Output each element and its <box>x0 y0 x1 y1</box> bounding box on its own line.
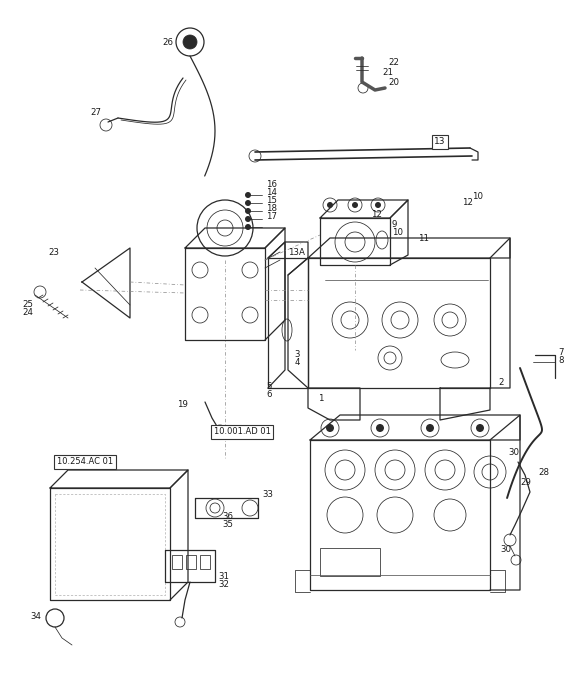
Bar <box>186 555 196 569</box>
Circle shape <box>245 192 251 198</box>
Text: 36: 36 <box>222 512 233 521</box>
Text: 5: 5 <box>267 382 272 391</box>
Text: 32: 32 <box>218 580 229 589</box>
Text: 25: 25 <box>22 300 33 309</box>
Circle shape <box>245 208 251 214</box>
Text: 13A: 13A <box>288 248 305 257</box>
Circle shape <box>476 424 484 432</box>
Text: 22: 22 <box>388 58 399 67</box>
Text: 13: 13 <box>434 137 446 146</box>
Bar <box>200 555 210 569</box>
Circle shape <box>245 224 251 230</box>
Text: 10: 10 <box>392 228 403 237</box>
Circle shape <box>245 216 251 222</box>
Text: 15: 15 <box>266 196 277 205</box>
Text: 10: 10 <box>472 192 483 201</box>
Text: 12: 12 <box>371 210 382 219</box>
Text: 14: 14 <box>266 188 277 197</box>
Text: 2: 2 <box>498 378 504 387</box>
Text: 29: 29 <box>520 478 531 487</box>
Text: 6: 6 <box>267 390 272 399</box>
Text: 35: 35 <box>222 520 233 529</box>
Text: 17: 17 <box>266 212 277 221</box>
Text: 18: 18 <box>266 204 277 213</box>
Text: 28: 28 <box>538 468 549 477</box>
Text: 10.254.AC 01: 10.254.AC 01 <box>57 458 113 466</box>
Text: 27: 27 <box>90 108 101 117</box>
Circle shape <box>245 200 251 206</box>
Bar <box>172 555 182 569</box>
Circle shape <box>327 202 333 208</box>
Text: 23: 23 <box>48 248 59 257</box>
Text: 26: 26 <box>162 38 173 47</box>
Text: 20: 20 <box>388 78 399 87</box>
Text: 1: 1 <box>318 394 324 403</box>
Text: 10.001.AD 01: 10.001.AD 01 <box>213 428 271 437</box>
Text: 8: 8 <box>558 356 564 365</box>
Text: 30: 30 <box>508 448 519 457</box>
Bar <box>320 548 380 576</box>
Circle shape <box>426 424 434 432</box>
Circle shape <box>183 35 197 49</box>
Circle shape <box>376 424 384 432</box>
Text: 19: 19 <box>177 400 188 409</box>
Text: 31: 31 <box>218 572 229 581</box>
Circle shape <box>326 424 334 432</box>
Text: 9: 9 <box>392 220 397 229</box>
Circle shape <box>375 202 381 208</box>
Text: 16: 16 <box>266 180 277 189</box>
Text: 3: 3 <box>294 350 300 359</box>
Text: 7: 7 <box>558 348 564 357</box>
Text: 4: 4 <box>294 358 300 367</box>
Text: 33: 33 <box>262 490 273 499</box>
Circle shape <box>352 202 358 208</box>
Text: 34: 34 <box>30 612 41 621</box>
Text: 11: 11 <box>418 234 429 243</box>
Text: 30: 30 <box>500 545 511 554</box>
Text: 21: 21 <box>382 68 393 77</box>
Text: 24: 24 <box>22 308 33 317</box>
Text: 12: 12 <box>462 198 473 207</box>
